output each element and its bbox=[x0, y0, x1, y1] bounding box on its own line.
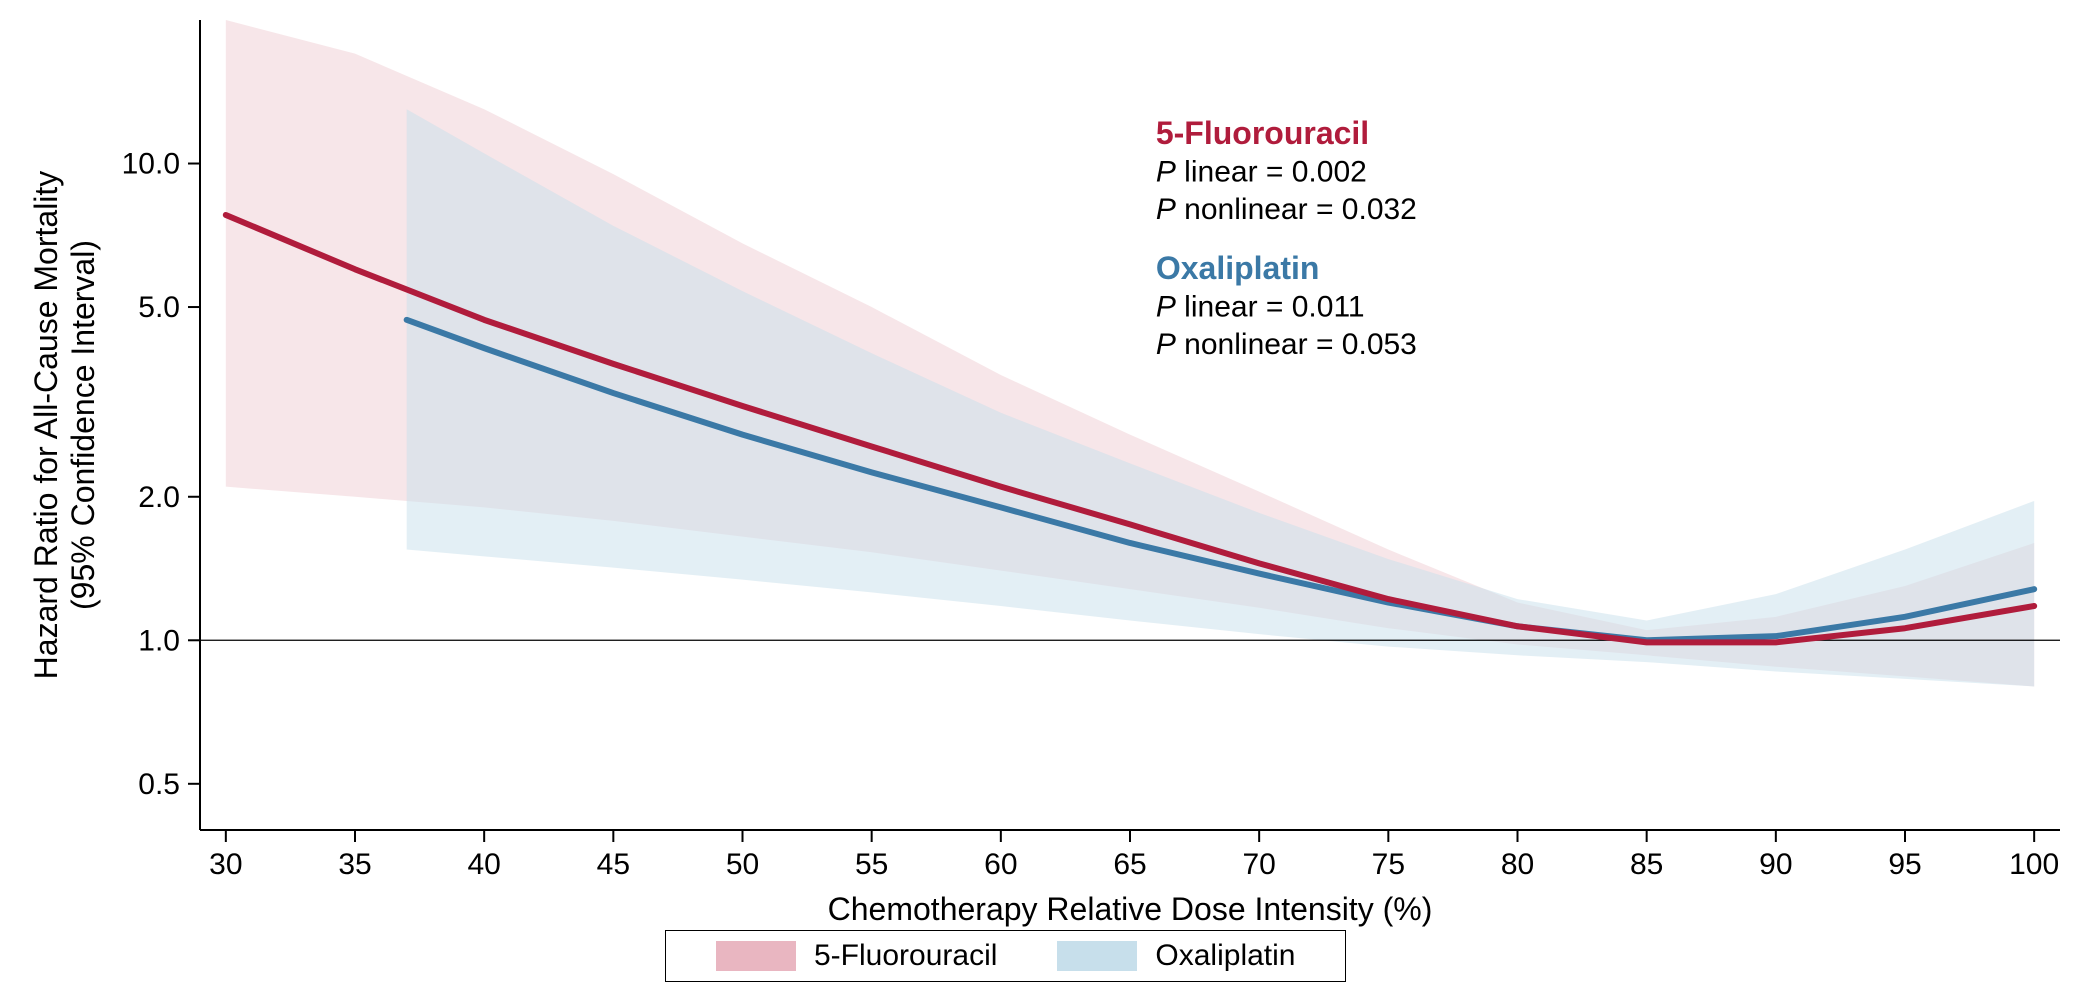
svg-text:60: 60 bbox=[984, 848, 1017, 881]
chart-svg: 30 35 40 45 50 55 60 65 70 75 80 85 90 95 100 0.5 1.0 2.0… bbox=[0, 0, 2100, 1002]
svg-text:Chemotherapy Relative Dose Int: Chemotherapy Relative Dose Intensity (%) bbox=[828, 891, 1433, 927]
svg-text:P linear = 0.011: P linear = 0.011 bbox=[1156, 290, 1365, 323]
svg-text:70: 70 bbox=[1242, 848, 1275, 881]
svg-text:65: 65 bbox=[1113, 848, 1146, 881]
svg-text:45: 45 bbox=[597, 848, 630, 881]
legend-swatch-ox bbox=[1057, 941, 1137, 971]
svg-text:40: 40 bbox=[467, 848, 500, 881]
svg-text:Oxaliplatin: Oxaliplatin bbox=[1156, 250, 1320, 286]
svg-text:85: 85 bbox=[1630, 848, 1663, 881]
svg-text:50: 50 bbox=[726, 848, 759, 881]
legend-item-ox: Oxaliplatin bbox=[1057, 939, 1295, 973]
svg-text:5-Fluorouracil: 5-Fluorouracil bbox=[1156, 115, 1369, 151]
legend-item-fu: 5-Fluorouracil bbox=[716, 939, 997, 973]
svg-text:90: 90 bbox=[1759, 848, 1792, 881]
chart-container: 30 35 40 45 50 55 60 65 70 75 80 85 90 95 100 0.5 1.0 2.0… bbox=[0, 0, 2100, 1002]
legend-label-fu: 5-Fluorouracil bbox=[814, 939, 997, 973]
legend-box: 5-Fluorouracil Oxaliplatin bbox=[665, 930, 1346, 982]
svg-text:2.0: 2.0 bbox=[138, 481, 180, 514]
svg-text:P nonlinear = 0.032: P nonlinear = 0.032 bbox=[1156, 193, 1417, 226]
svg-text:P linear = 0.002: P linear = 0.002 bbox=[1156, 155, 1367, 188]
svg-text:30: 30 bbox=[209, 848, 242, 881]
svg-text:55: 55 bbox=[855, 848, 888, 881]
svg-text:10.0: 10.0 bbox=[122, 148, 180, 181]
svg-text:80: 80 bbox=[1501, 848, 1534, 881]
svg-text:0.5: 0.5 bbox=[138, 768, 180, 801]
svg-text:1.0: 1.0 bbox=[138, 624, 180, 657]
svg-text:35: 35 bbox=[338, 848, 371, 881]
legend-swatch-fu bbox=[716, 941, 796, 971]
svg-text:100: 100 bbox=[2009, 848, 2059, 881]
svg-text:95: 95 bbox=[1888, 848, 1921, 881]
svg-text:P nonlinear = 0.053: P nonlinear = 0.053 bbox=[1156, 328, 1417, 361]
svg-text:5.0: 5.0 bbox=[138, 291, 180, 324]
legend-label-ox: Oxaliplatin bbox=[1155, 939, 1295, 973]
svg-text:75: 75 bbox=[1372, 848, 1405, 881]
svg-text:Hazard Ratio for All-Cause Mor: Hazard Ratio for All-Cause Mortality(95%… bbox=[28, 171, 101, 680]
